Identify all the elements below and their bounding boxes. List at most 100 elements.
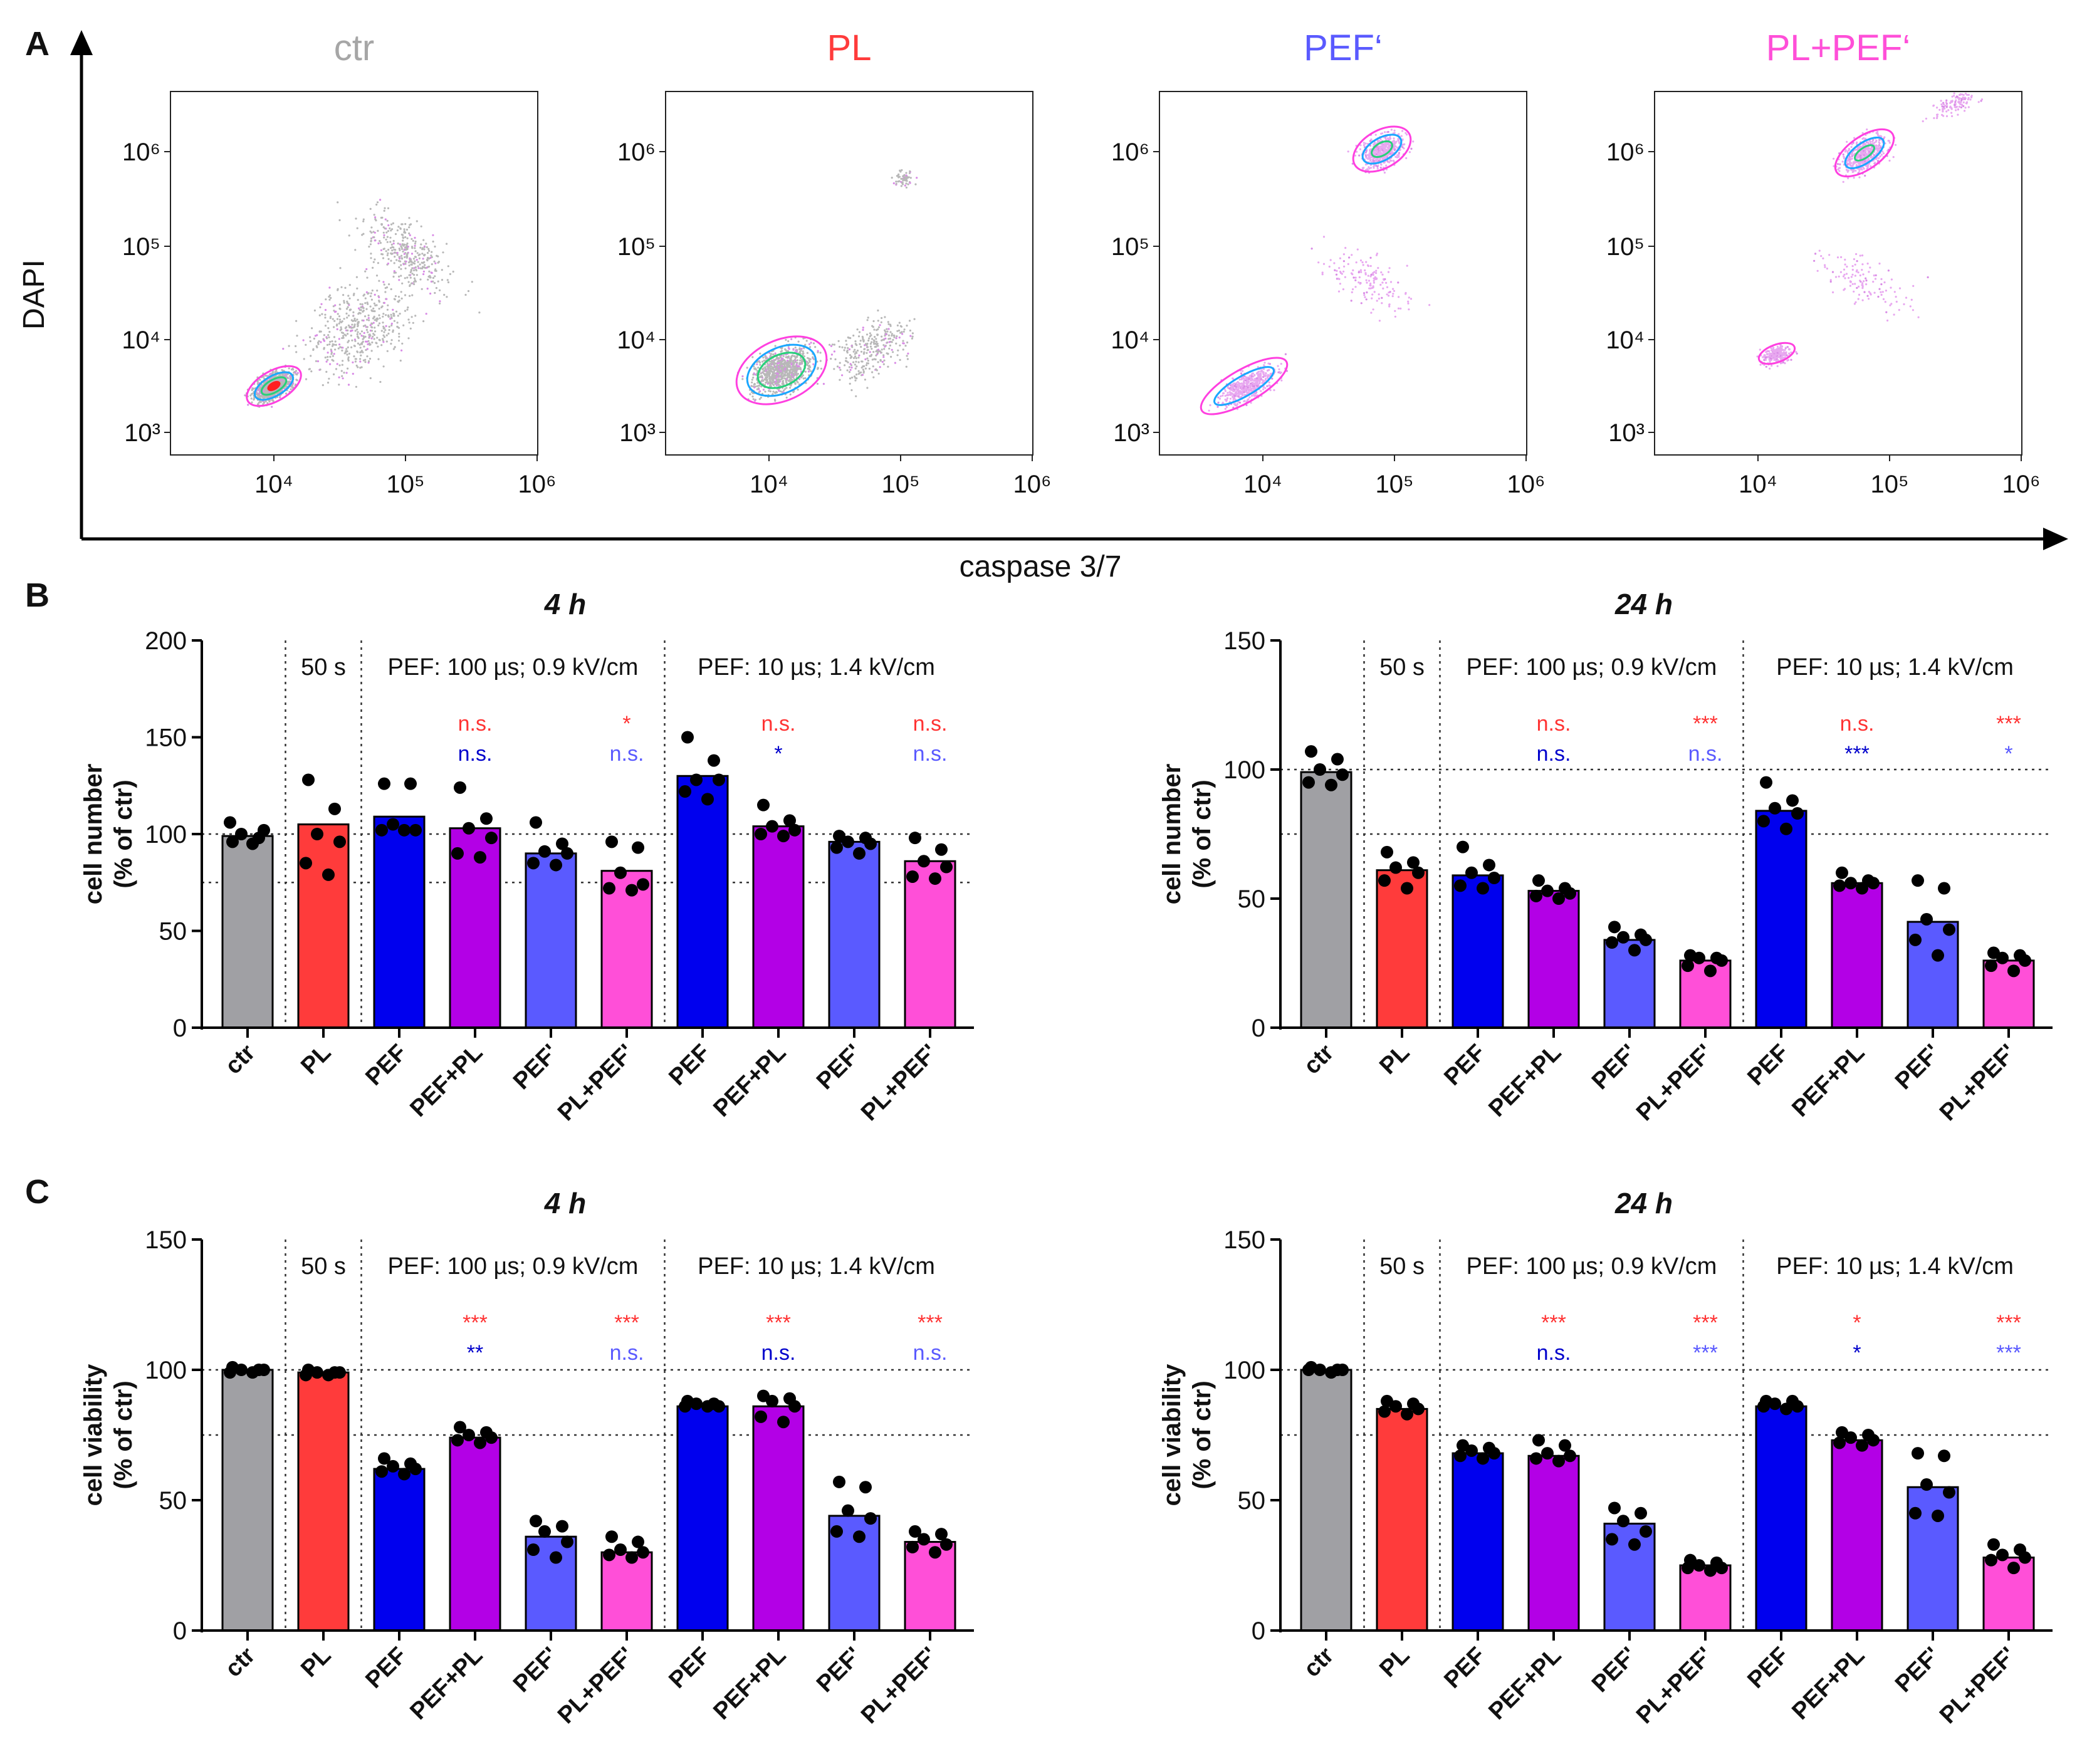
y-tick-label: 100 xyxy=(1223,756,1265,784)
x-category-label: PEF+PL xyxy=(1787,1642,1870,1725)
x-category-label: PL+PEF' xyxy=(1935,1040,2021,1126)
data-point xyxy=(1912,874,1924,887)
data-point xyxy=(906,870,919,883)
data-point xyxy=(909,1525,921,1538)
flow-y-tick-label: 10³ xyxy=(124,419,160,447)
data-point xyxy=(1987,1538,2000,1551)
data-point xyxy=(701,793,714,806)
chart-title: 4 h xyxy=(544,588,586,620)
y-axis-label-unit: (% of ctr) xyxy=(1188,1380,1216,1489)
significance-vs-pef: * xyxy=(774,742,782,766)
section-label: PEF: 100 µs; 0.9 kV/cm xyxy=(1467,654,1717,681)
panel-a-xlabel: caspase 3/7 xyxy=(960,550,1122,583)
data-point xyxy=(311,1366,323,1379)
panel-a-x-arrowhead-icon xyxy=(2043,528,2068,550)
data-point xyxy=(681,731,694,744)
significance-vs-pef: n.s. xyxy=(610,742,644,766)
significance-vs-pl: *** xyxy=(918,1311,943,1335)
flow-cytometry-plots: ctr 10³ 10⁴ 10⁵ 10⁶ 10⁴ 10⁵ 10⁶ PL 10³ 10⁴ 10⁵ 10⁶ 10… xyxy=(122,28,2040,498)
y-axis-label: cell number xyxy=(80,764,107,905)
data-point xyxy=(1844,877,1857,890)
bar-C-4h-2 xyxy=(297,1371,350,1632)
data-point xyxy=(766,1394,778,1407)
significance-vs-pef: n.s. xyxy=(1537,742,1571,766)
section-label: 50 s xyxy=(301,654,346,681)
x-category-label: PEF xyxy=(1742,1040,1794,1091)
bar-C-24h-4 xyxy=(1527,1454,1580,1632)
data-point xyxy=(1305,745,1317,758)
significance-vs-pef: * xyxy=(1853,1341,1861,1365)
data-point xyxy=(1943,923,1955,936)
significance-vs-pef: n.s. xyxy=(1537,1341,1571,1365)
data-point xyxy=(864,837,877,850)
panel-b-letter: B xyxy=(25,577,50,614)
data-point xyxy=(322,868,335,881)
significance-vs-pl: n.s. xyxy=(761,712,796,736)
x-category-label: PL+PEF' xyxy=(856,1040,943,1126)
data-point xyxy=(1389,1400,1402,1413)
data-point xyxy=(1932,949,1944,962)
bar-B-4h-5 xyxy=(525,852,577,1029)
data-point xyxy=(757,798,770,812)
data-point xyxy=(1640,933,1652,946)
bar-C-24h-8 xyxy=(1831,1439,1883,1632)
flow-x-tick-label: 10⁵ xyxy=(881,471,919,498)
flow-y-tick-label: 10⁵ xyxy=(1111,233,1149,261)
flow-density-contour xyxy=(1361,133,1403,165)
flow-x-tick-label: 10⁶ xyxy=(518,471,557,498)
x-category-label: PL+PEF' xyxy=(1631,1040,1718,1126)
data-point xyxy=(2019,954,2031,967)
bar-C-4h-3 xyxy=(373,1468,426,1632)
data-point xyxy=(1483,859,1495,872)
data-point xyxy=(1401,882,1413,895)
data-point xyxy=(1996,1548,2009,1562)
bar-C-4h-8 xyxy=(752,1405,805,1632)
data-point xyxy=(918,855,930,868)
data-point xyxy=(1791,807,1804,820)
x-category-label: ctr xyxy=(220,1642,260,1683)
data-point xyxy=(1454,879,1467,892)
flow-plot-frame xyxy=(170,91,538,456)
data-point xyxy=(561,1535,573,1548)
significance-vs-pef: n.s. xyxy=(761,1341,796,1365)
data-point xyxy=(550,859,562,872)
data-point xyxy=(1635,1506,1647,1520)
y-tick-label: 0 xyxy=(1252,1617,1265,1645)
data-point xyxy=(398,823,411,837)
significance-vs-pl: * xyxy=(1853,1311,1861,1335)
data-point xyxy=(777,1416,790,1429)
flow-density-contour xyxy=(1352,125,1412,173)
data-point xyxy=(1617,1515,1630,1528)
x-category-label: PEF xyxy=(664,1642,715,1694)
data-point xyxy=(1628,1538,1641,1551)
x-category-label: ctr xyxy=(1299,1642,1339,1683)
section-label: PEF: 10 µs; 1.4 kV/cm xyxy=(1776,654,2014,681)
y-tick-label: 50 xyxy=(159,1487,187,1515)
bar-chart-B-4h: 4 h cell number (% of ctr) 50 s PEF: 100 µs;… xyxy=(80,588,974,1126)
data-point xyxy=(929,872,941,885)
data-point xyxy=(463,822,475,835)
data-point xyxy=(224,1366,236,1379)
x-category-label: PEF xyxy=(1439,1642,1490,1694)
data-point xyxy=(830,1525,843,1538)
data-point xyxy=(918,1533,930,1546)
significance-vs-pef: n.s. xyxy=(1688,742,1723,766)
data-point xyxy=(246,837,259,850)
data-point xyxy=(1454,1449,1467,1463)
data-point xyxy=(561,847,573,860)
data-point xyxy=(830,841,843,854)
data-point xyxy=(1389,861,1402,874)
data-point xyxy=(842,835,854,848)
flow-density-contour xyxy=(735,335,828,405)
data-point xyxy=(2019,1551,2031,1564)
bar-B-4h-3 xyxy=(373,815,426,1029)
bar-B-24h-1 xyxy=(1300,771,1352,1029)
data-point xyxy=(1757,1400,1770,1413)
bar-B-4h-2 xyxy=(297,823,350,1029)
chart-title: 24 h xyxy=(1614,1187,1673,1219)
data-point xyxy=(906,1540,919,1553)
bar-chart-B-24h: 24 h cell number (% of ctr) 50 s PEF: 100 µs… xyxy=(1158,588,2053,1126)
data-point xyxy=(550,1551,562,1564)
data-point xyxy=(637,878,649,891)
y-axis-label-unit: (% of ctr) xyxy=(110,780,137,888)
